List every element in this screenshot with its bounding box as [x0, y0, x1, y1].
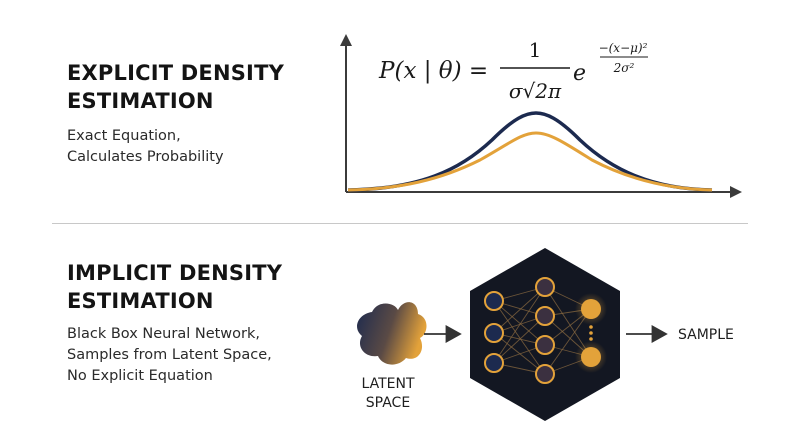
- formula-exp-denominator: 2σ²: [613, 61, 635, 75]
- formula-exp-base: e: [573, 61, 586, 86]
- sample-label: SAMPLE: [678, 327, 734, 343]
- explicit-desc-line1: Exact Equation,: [67, 128, 181, 144]
- explicit-description: Exact Equation, Calculates Probability: [67, 126, 224, 168]
- formula-exp-numerator: −(x−μ)²: [599, 41, 648, 55]
- network-hexagon: [470, 248, 620, 421]
- implicit-desc-line3: No Explicit Equation: [67, 368, 213, 384]
- gaussian-formula: P(x | θ) = 1 σ√2π e −(x−μ)² 2σ²: [378, 38, 648, 103]
- narrow-gaussian-curve: [347, 111, 713, 192]
- latent-blob-icon: [357, 302, 427, 365]
- latent-label-line2: SPACE: [366, 395, 410, 411]
- implicit-desc-line2: Samples from Latent Space,: [67, 347, 272, 363]
- chart-axes: [340, 34, 742, 198]
- x-axis-arrow-icon: [730, 186, 742, 198]
- neural-network-icon: [470, 248, 620, 421]
- input-layer: [484, 291, 504, 373]
- section-divider: [52, 223, 748, 224]
- explicit-desc-line2: Calculates Probability: [67, 149, 224, 165]
- implicit-heading-line2: ESTIMATION: [67, 289, 214, 313]
- explicit-heading: EXPLICIT DENSITY ESTIMATION: [67, 59, 284, 115]
- y-axis-arrow-icon: [340, 34, 352, 46]
- wide-gaussian-curve: [347, 131, 713, 192]
- formula-numerator: 1: [529, 38, 542, 62]
- implicit-heading: IMPLICIT DENSITY ESTIMATION: [67, 259, 282, 315]
- implicit-description: Black Box Neural Network, Samples from L…: [67, 324, 272, 387]
- latent-label-line1: LATENT: [361, 376, 414, 392]
- hidden-layer: [535, 277, 555, 384]
- formula-lhs: P(x | θ) =: [378, 58, 488, 84]
- implicit-heading-line1: IMPLICIT DENSITY: [67, 261, 283, 285]
- explicit-heading-line1: EXPLICIT DENSITY: [67, 61, 285, 85]
- formula-denominator: σ√2π: [509, 79, 562, 103]
- implicit-desc-line1: Black Box Neural Network,: [67, 326, 260, 342]
- output-layer: [575, 293, 607, 373]
- explicit-heading-line2: ESTIMATION: [67, 89, 214, 113]
